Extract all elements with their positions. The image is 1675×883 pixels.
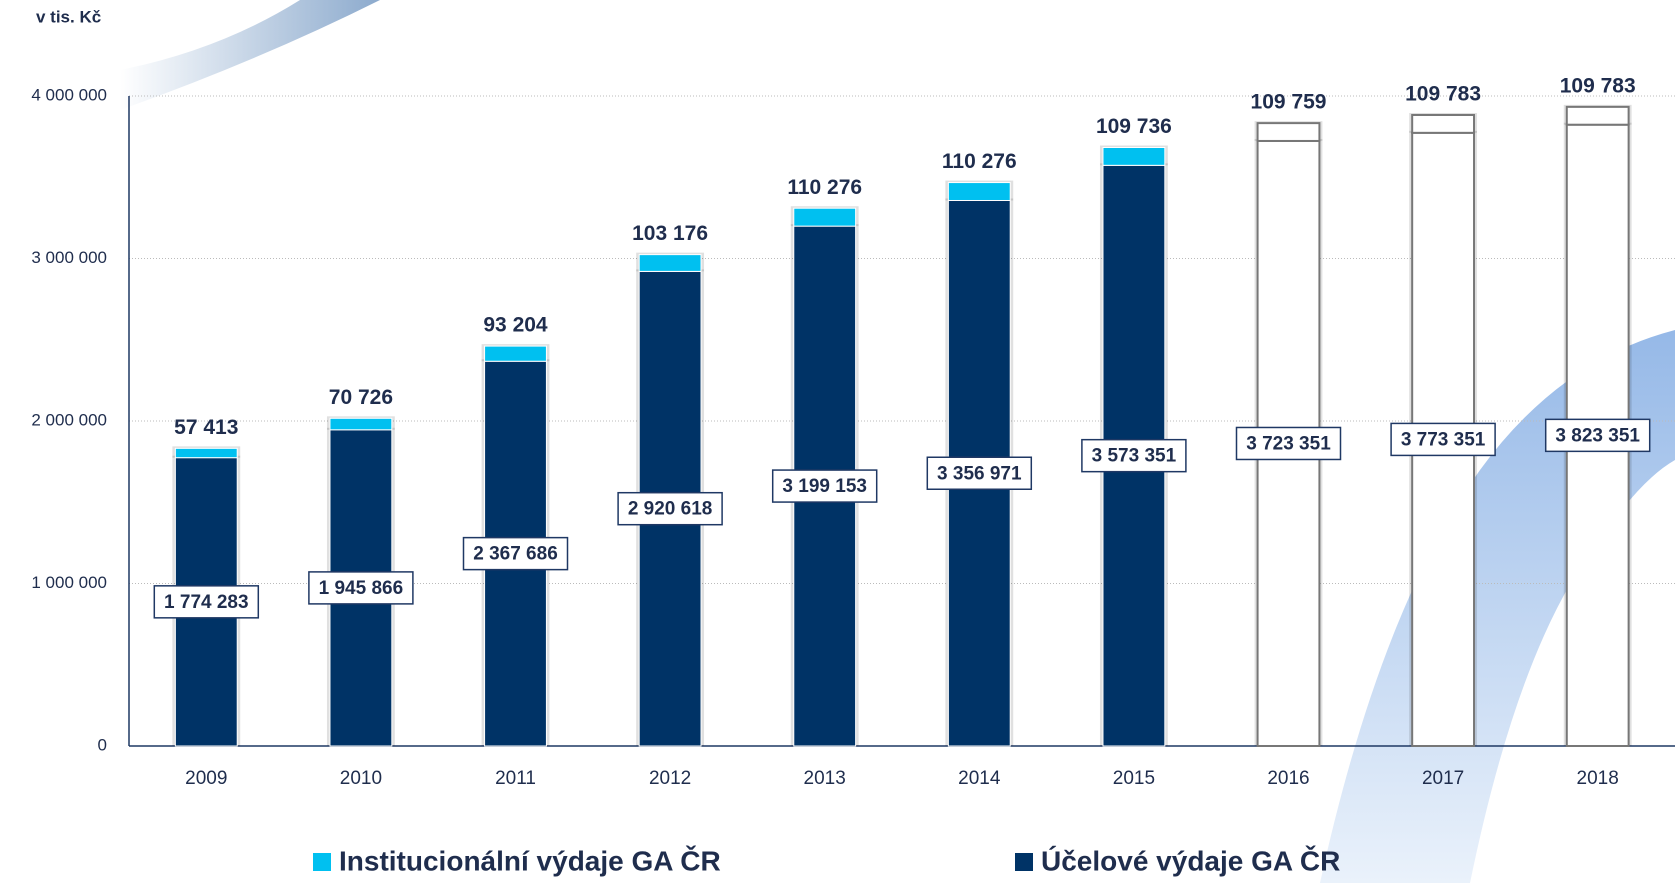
value-label: 110 276 [787, 176, 862, 199]
x-tick-label: 2018 [1577, 768, 1619, 789]
bar-segment [1565, 105, 1630, 126]
value-label: 2 920 618 [628, 499, 713, 520]
x-tick-label: 2014 [958, 768, 1001, 789]
value-label: 110 276 [942, 150, 1017, 173]
x-tick-label: 2013 [804, 768, 846, 789]
value-label: 103 176 [632, 222, 708, 245]
value-label-box [1235, 426, 1342, 461]
x-tick-label: 2011 [495, 768, 536, 789]
y-tick-label: 4 000 000 [31, 85, 107, 104]
x-tick-label: 2010 [340, 768, 382, 789]
legend-swatch [1015, 853, 1033, 871]
value-label: 3 773 351 [1401, 429, 1486, 450]
y-tick-label: 1 000 000 [31, 573, 107, 592]
value-label: 109 736 [1096, 115, 1172, 138]
bar-segment [638, 254, 702, 272]
value-label: 3 356 971 [937, 463, 1022, 484]
legend-label: Účelové výdaje GA ČR [1041, 844, 1340, 876]
value-label-box [1390, 422, 1496, 457]
y-tick-label: 2 000 000 [31, 410, 107, 429]
y-tick-label: 0 [98, 735, 107, 754]
value-label: 1 945 866 [319, 578, 404, 599]
bar-segment [484, 345, 547, 362]
value-label: 57 413 [174, 416, 238, 439]
bar-segment [1256, 122, 1321, 142]
x-tick-label: 2012 [649, 768, 691, 789]
value-label: 109 783 [1405, 83, 1481, 106]
value-label: 1 774 283 [164, 592, 249, 613]
x-tick-label: 2016 [1267, 768, 1309, 789]
value-label: 2 367 686 [473, 544, 558, 565]
bar-segment [1102, 146, 1166, 166]
value-label-box [153, 585, 260, 619]
value-label-box [771, 469, 878, 503]
value-label-box [1081, 438, 1187, 473]
bar-segment [1411, 113, 1476, 134]
value-label-box [462, 536, 569, 571]
bar-segment [174, 447, 238, 459]
value-label: 109 759 [1251, 91, 1327, 114]
value-label-box [308, 571, 414, 605]
bar-segment [793, 207, 857, 227]
value-label: 3 573 351 [1092, 446, 1177, 467]
legend-label: Institucionální výdaje GA ČR [339, 844, 721, 876]
value-label: 93 204 [483, 314, 548, 337]
y-axis-label: v tis. Kč [36, 7, 101, 26]
value-label: 109 783 [1560, 74, 1636, 97]
value-label: 3 199 153 [782, 476, 867, 497]
decoration [120, 0, 380, 110]
legend-swatch [313, 853, 331, 871]
value-label: 3 723 351 [1246, 433, 1331, 454]
x-tick-label: 2017 [1422, 768, 1464, 789]
value-label-box [1544, 418, 1651, 453]
bar-segment [329, 417, 393, 431]
y-tick-label: 3 000 000 [31, 248, 107, 267]
x-tick-label: 2015 [1113, 768, 1155, 789]
value-label: 3 823 351 [1555, 425, 1640, 446]
x-tick-label: 2009 [185, 768, 227, 789]
bar-segment [947, 182, 1011, 201]
value-label: 70 726 [329, 386, 393, 409]
value-label-box [926, 456, 1033, 490]
value-label-box [617, 491, 723, 526]
